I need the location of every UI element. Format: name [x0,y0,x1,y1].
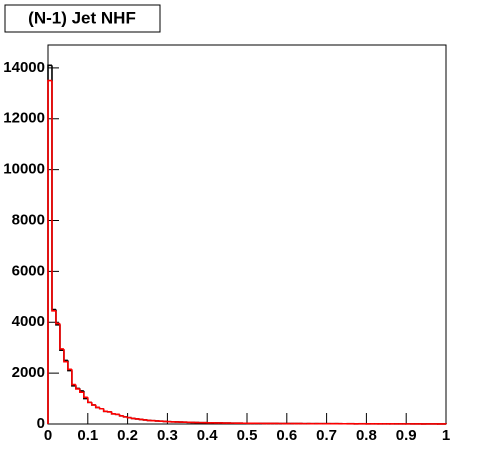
x-tick-label: 0.6 [276,427,297,444]
x-tick-label: 0.1 [77,427,98,444]
histogram-bin [122,415,128,418]
y-tick-label: 0 [37,415,45,432]
histogram-bin [114,413,120,416]
x-tick-label: 0 [44,427,52,444]
x-tick-label: 0.5 [237,427,258,444]
y-tick-label: 6000 [12,262,45,279]
histogram-bin [98,407,104,410]
histogram-bin [51,80,56,312]
plot-frame [47,44,447,425]
y-tick-label: 4000 [12,313,45,330]
y-tick-label: 2000 [12,364,45,381]
histogram-bin [134,418,140,420]
x-tick-label: 0.4 [197,427,219,444]
y-tick-label: 14000 [3,59,45,76]
histogram-bin [63,348,68,363]
histogram-bin [94,404,100,409]
x-tick-label: 0.2 [117,427,138,444]
histogram-bin [83,392,88,399]
histogram-bin [102,408,108,413]
histogram-bin [67,361,72,371]
histogram-bin [75,384,80,390]
title-box [4,4,161,33]
histogram-bin [118,414,124,417]
histogram-bin [146,419,152,422]
x-tick-label: 0.3 [157,427,178,444]
histogram-bin [71,369,76,386]
histogram-bin [59,323,64,350]
y-tick-label: 12000 [3,110,45,127]
histogram-bin [90,402,96,406]
chart-title: (N-1) Jet NHF [28,8,136,27]
x-tick-label: 0.9 [396,427,417,444]
histogram-bin [87,397,92,404]
histogram-bin [142,419,148,421]
histogram-bin [130,417,136,420]
x-tick-label: 1 [442,427,450,444]
histogram-bin [55,310,60,325]
histogram-bin [47,79,52,424]
x-tick-label: 0.8 [356,427,377,444]
histogram-bin [110,411,116,415]
y-tick-label: 10000 [3,161,45,178]
y-tick-label: 8000 [12,211,45,228]
x-tick-label: 0.7 [316,427,337,444]
histogram-bin [126,416,132,419]
histogram-bin [138,418,144,421]
histogram-bin [79,388,84,394]
histogram-bin [106,410,112,413]
